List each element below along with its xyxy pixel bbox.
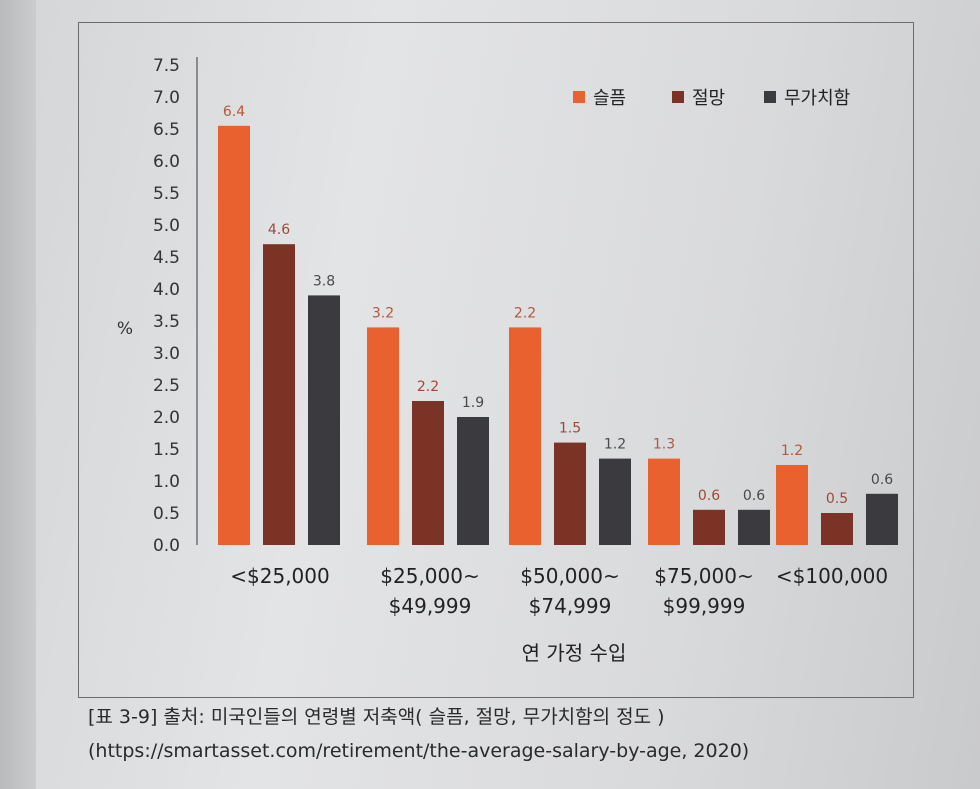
bar-chart: 0.0 0.5 1.0 1.5 2.0 2.5 3.0 3.5 4.0 4.5 5.0 5.5 6.0 6… (117, 56, 898, 665)
legend-swatch (573, 91, 585, 103)
y-tick-label: 1.0 (153, 472, 180, 492)
y-tick-label: 3.0 (153, 344, 180, 364)
bar (308, 295, 340, 545)
legend-label: 무가치함 (784, 88, 850, 109)
y-tick-label: 2.5 (153, 376, 180, 396)
bar (776, 465, 808, 545)
legend-swatch (672, 91, 684, 103)
bar (218, 125, 250, 546)
bar-value-label: 4.6 (268, 222, 290, 238)
y-tick-label: 7.0 (153, 88, 180, 108)
bar (599, 458, 631, 545)
x-category-label: $49,999 (389, 594, 472, 618)
y-tick-label: 6.5 (153, 120, 180, 140)
book-spine-shadow (0, 0, 36, 789)
x-category-label: $74,999 (529, 594, 612, 618)
y-axis: 0.0 0.5 1.0 1.5 2.0 2.5 3.0 3.5 4.0 4.5 5.0 5.5 6.0 6… (117, 56, 198, 556)
y-tick-label: 0.5 (153, 504, 180, 524)
bar-value-label: 2.2 (417, 379, 439, 395)
bar-value-label: 2.2 (514, 305, 536, 321)
y-tick-label: 1.5 (153, 440, 180, 460)
bar-value-label: 1.2 (781, 443, 803, 459)
caption-source: (https://smartasset.com/retirement/the-a… (88, 740, 750, 762)
bar-value-label: 0.6 (871, 472, 893, 488)
bar (738, 509, 770, 545)
y-tick-label: 7.5 (153, 56, 180, 76)
bar (263, 244, 295, 545)
caption-title: [표 3-9] 출처: 미국인들의 연령별 저축액( 슬픔, 절망, 무가치함의… (88, 706, 665, 728)
legend-swatch (764, 91, 776, 103)
y-tick-label: 0.0 (153, 536, 180, 556)
bar (367, 327, 399, 545)
y-tick-label: 2.0 (153, 408, 180, 428)
bar (412, 401, 444, 545)
bar-value-label: 1.5 (559, 421, 581, 437)
y-tick-label: 5.5 (153, 184, 180, 204)
figure-caption: [표 3-9] 출처: 미국인들의 연령별 저축액( 슬픔, 절망, 무가치함의… (88, 700, 908, 768)
x-category-label: $25,000~ (380, 564, 479, 588)
y-tick-label: 3.5 (153, 312, 180, 332)
x-category-label: <$25,000 (230, 564, 329, 588)
x-category-label: $99,999 (663, 594, 746, 618)
x-category-label: <$100,000 (776, 564, 888, 588)
bar-value-label: 3.8 (313, 273, 335, 289)
y-axis-label: % (117, 319, 133, 339)
chart-frame (78, 22, 914, 698)
bar-value-label: 0.6 (743, 488, 765, 504)
legend: 슬픔 절망 무가치함 (573, 88, 850, 109)
bar-value-label: 1.2 (604, 437, 626, 453)
bar-value-label: 0.5 (826, 491, 848, 507)
legend-label: 절망 (692, 88, 725, 109)
y-tick-label: 5.0 (153, 216, 180, 236)
bar-value-label: 0.6 (698, 488, 720, 504)
legend-label: 슬픔 (593, 88, 626, 109)
bar-value-label: 6.4 (223, 104, 245, 120)
bar (648, 458, 680, 545)
y-tick-label: 6.0 (153, 152, 180, 172)
bar-value-label: 1.9 (462, 395, 484, 411)
bar (457, 417, 489, 545)
bar (509, 327, 541, 545)
x-category-label: $75,000~ (654, 564, 753, 588)
bar-value-label: 1.3 (653, 437, 675, 453)
bar (866, 493, 898, 545)
bars: 6.4 3.2 2.2 1.3 1.2 4.6 2.2 1.5 0.6 0.5 3.8 1.9 1.2 0… (218, 104, 898, 546)
bar (554, 442, 586, 545)
bar-value-label: 3.2 (372, 305, 394, 321)
x-category-label: $50,000~ (520, 564, 619, 588)
y-tick-label: 4.5 (153, 248, 180, 268)
y-tick-label: 4.0 (153, 280, 180, 300)
bar (693, 509, 725, 545)
x-axis: <$25,000 $25,000~ $49,999 $50,000~ $74,999 $7… (230, 564, 888, 665)
x-axis-label: 연 가정 수입 (522, 641, 627, 665)
bar (821, 513, 853, 545)
